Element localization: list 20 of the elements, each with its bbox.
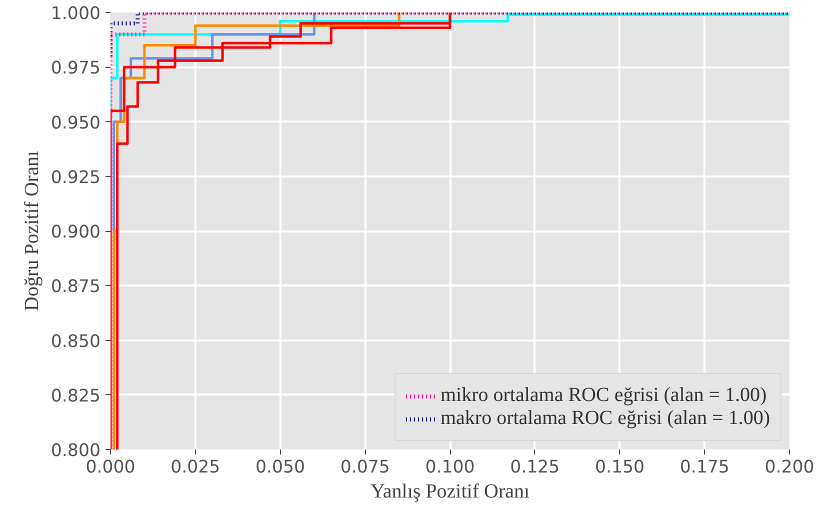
legend-label: mikro ortalama ROC eğrisi (alan = 1.00) [440, 384, 767, 407]
y-tick-label: 0.975 [50, 58, 101, 79]
y-tick-label: 0.850 [50, 332, 101, 352]
x-tick-label: 0.050 [255, 458, 306, 478]
legend-label: makro ortalama ROC eğrisi (alan = 1.00) [440, 407, 770, 430]
x-tick-label: 0.025 [170, 458, 220, 478]
y-tick-label: 0.900 [50, 222, 101, 242]
y-axis-title: Doğru Pozitif Oranı [20, 150, 43, 311]
y-tick-label: 1.000 [50, 4, 101, 24]
y-tick-label: 0.925 [50, 168, 101, 188]
x-tick-label: 0.125 [510, 458, 560, 478]
x-tick-label: 0.100 [425, 458, 475, 478]
y-tick-label: 0.950 [50, 113, 101, 134]
y-tick-label: 0.825 [50, 386, 101, 406]
x-axis-title: Yanlış Pozitif Oranı [370, 480, 530, 502]
x-tick-label: 0.075 [340, 458, 390, 478]
x-tick-label: 0.150 [594, 458, 645, 478]
x-tick-label: 0.200 [764, 458, 814, 478]
y-tick-label: 0.875 [50, 277, 101, 298]
x-tick-label: 0.175 [680, 458, 730, 478]
